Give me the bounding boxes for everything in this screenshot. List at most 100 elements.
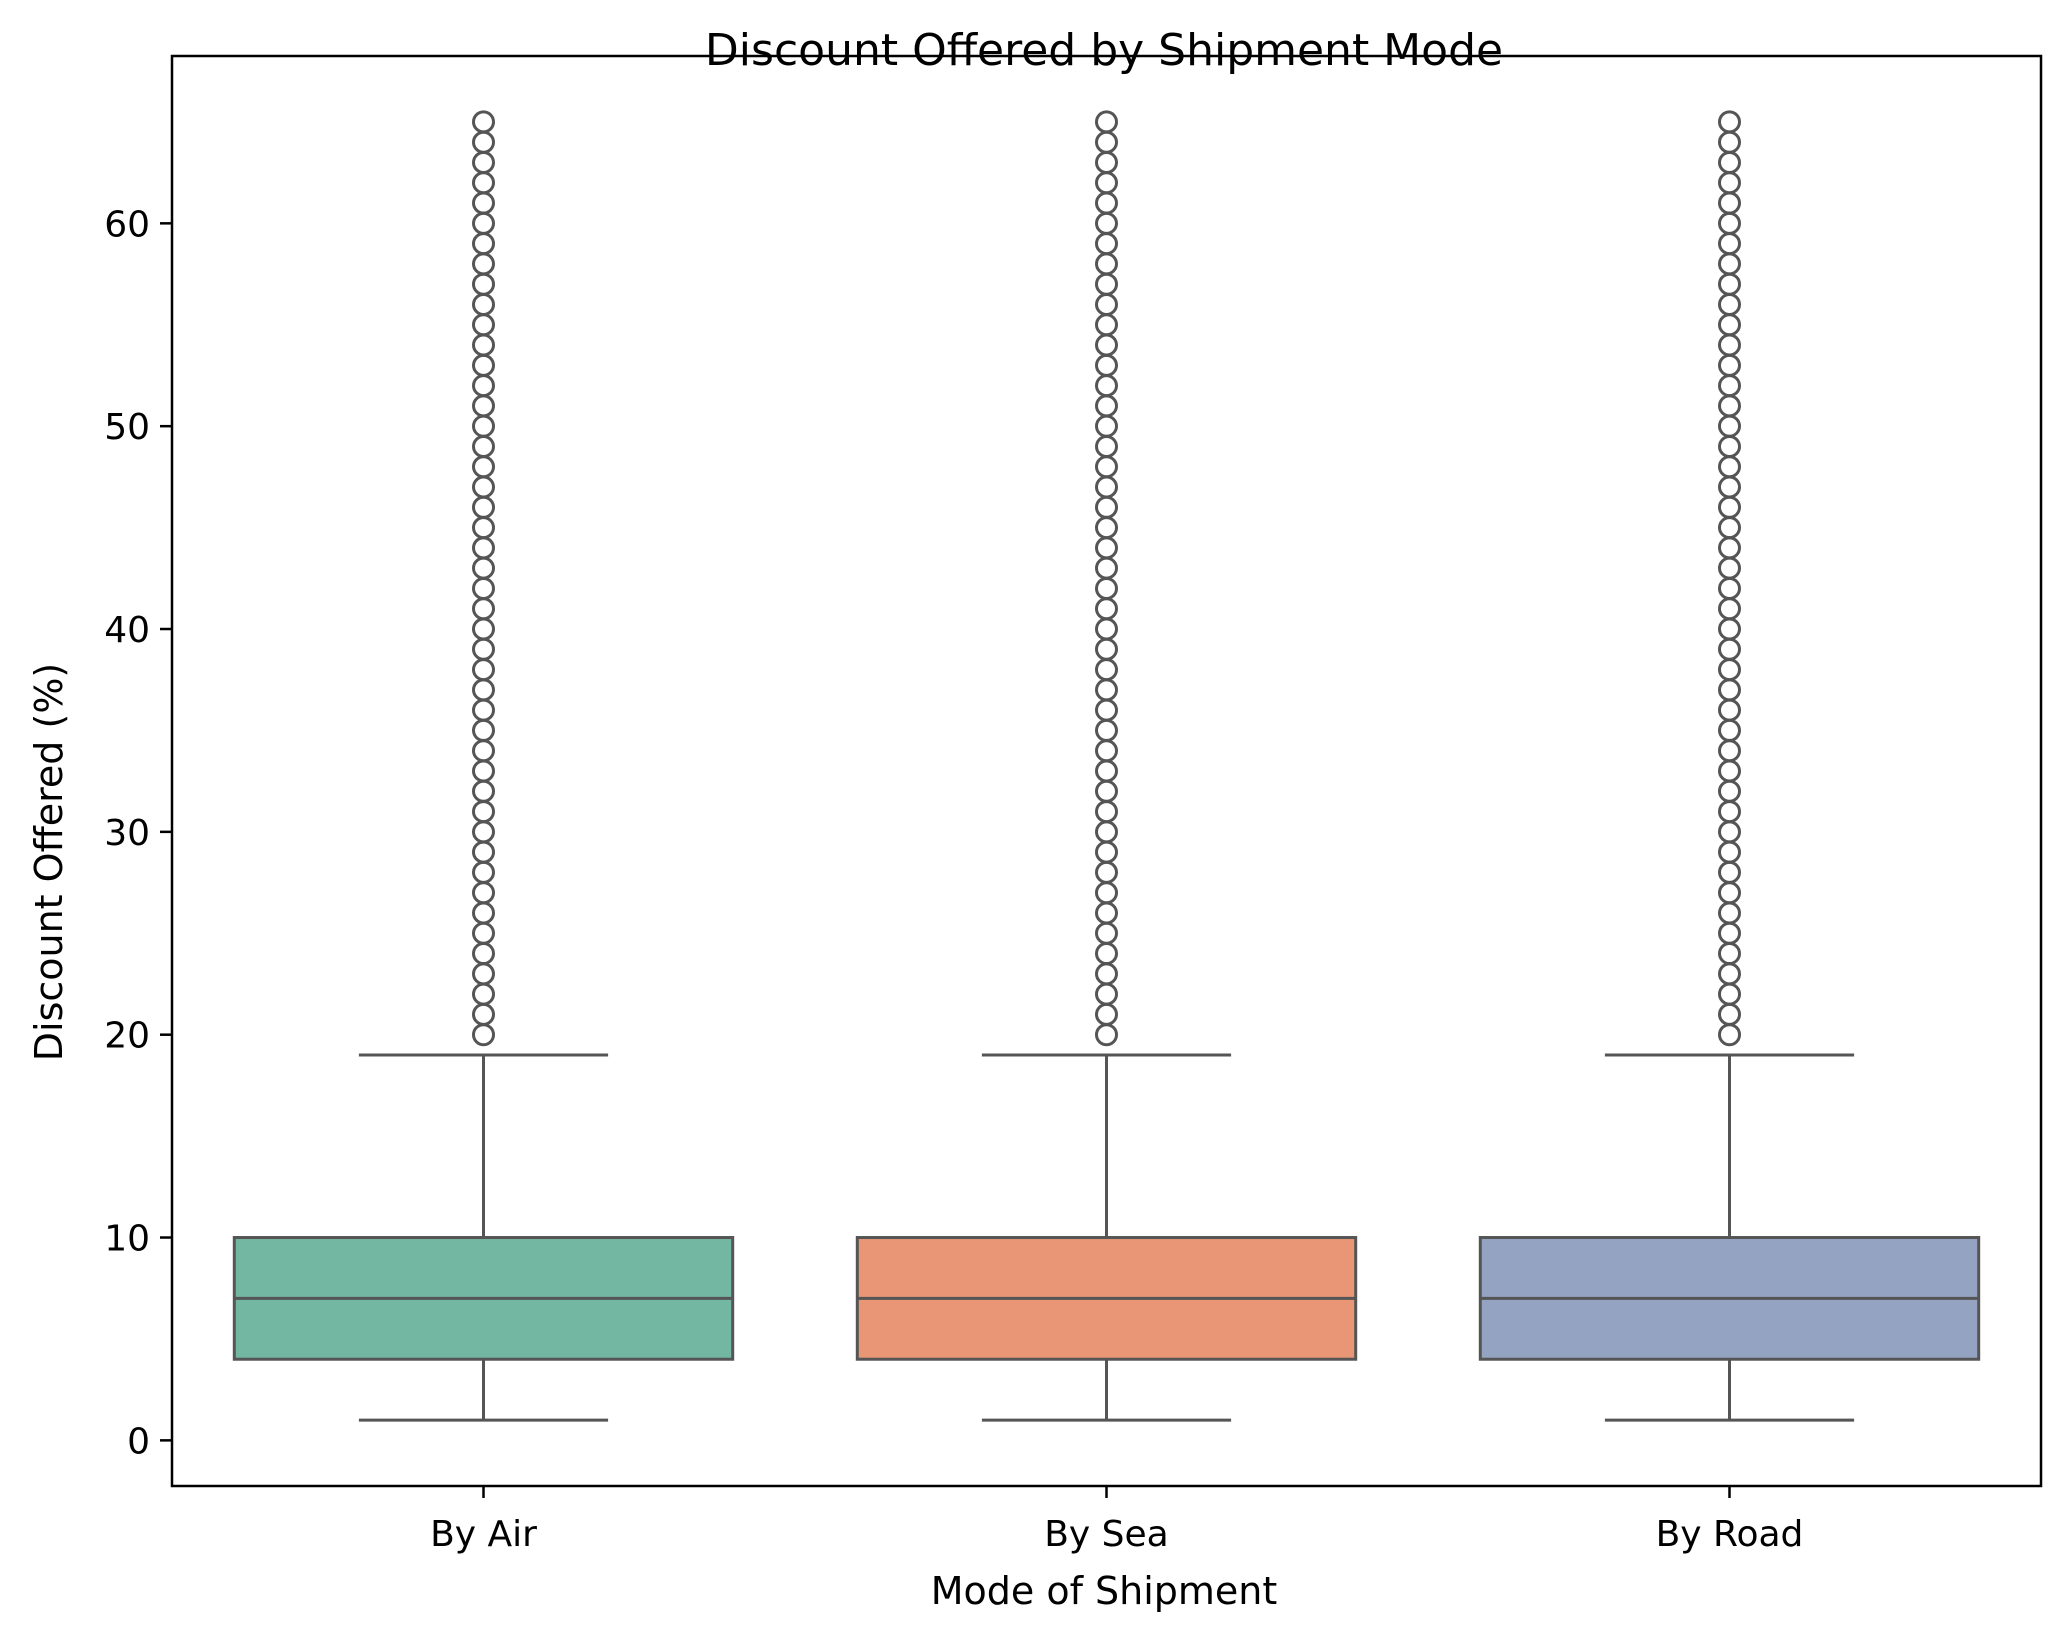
outlier-point (1718, 333, 1741, 357)
outlier-point (1095, 495, 1118, 519)
outlier-point (1718, 272, 1741, 296)
outlier-point (1095, 272, 1118, 296)
x-tick-label: By Air (430, 1514, 537, 1555)
outlier-point (1718, 962, 1741, 986)
outlier-point (472, 901, 495, 925)
outlier-point (1095, 455, 1118, 479)
outlier-point (1718, 881, 1741, 905)
outlier-point (472, 962, 495, 986)
y-tick-label: 10 (104, 1219, 150, 1260)
outlier-point (1095, 800, 1118, 824)
outlier-point (1095, 211, 1118, 235)
x-axis-label: Mode of Shipment (931, 1569, 1278, 1613)
outlier-point (1718, 982, 1741, 1006)
box-group-2 (1478, 110, 1981, 1422)
outlier-point (1718, 171, 1741, 195)
y-tick-label: 40 (104, 610, 150, 651)
outlier-point (1718, 495, 1741, 519)
outlier-point (1095, 232, 1118, 256)
outlier-point (1095, 759, 1118, 783)
outlier-point (472, 860, 495, 884)
outlier-point (1095, 414, 1118, 438)
y-axis-label: Discount Offered (%) (27, 663, 71, 1062)
y-tick-label: 20 (104, 1016, 150, 1057)
outlier-point (1718, 901, 1741, 925)
outlier-point (472, 739, 495, 763)
box-group-1 (855, 110, 1358, 1422)
outlier-point (1718, 698, 1741, 722)
outlier-point (1095, 313, 1118, 337)
outlier-point (1095, 252, 1118, 276)
outlier-point (472, 272, 495, 296)
y-tick-label: 60 (104, 204, 150, 245)
outlier-point (1095, 962, 1118, 986)
outlier-point (1718, 475, 1741, 499)
outlier-point (1095, 1023, 1118, 1047)
outlier-point (472, 678, 495, 702)
outlier-point (472, 1002, 495, 1026)
outlier-point (472, 921, 495, 945)
outlier-point (472, 475, 495, 499)
outlier-point (472, 211, 495, 235)
outlier-point (472, 434, 495, 458)
outlier-point (1095, 150, 1118, 174)
outlier-point (472, 313, 495, 337)
outlier-point (472, 800, 495, 824)
outlier-point (1718, 840, 1741, 864)
outlier-point (472, 232, 495, 256)
outlier-point (1718, 1023, 1741, 1047)
outlier-point (472, 292, 495, 316)
outlier-point (1095, 110, 1118, 134)
outlier-point (472, 455, 495, 479)
outlier-point (1095, 718, 1118, 742)
outlier-point (1095, 333, 1118, 357)
outlier-point (1718, 678, 1741, 702)
outlier-point (472, 597, 495, 621)
outlier-point (1718, 414, 1741, 438)
outlier-point (1095, 617, 1118, 641)
outlier-point (1718, 820, 1741, 844)
outlier-point (1718, 536, 1741, 560)
y-tick-label: 50 (104, 407, 150, 448)
outlier-point (1095, 374, 1118, 398)
outlier-point (472, 516, 495, 540)
outlier-point (1718, 718, 1741, 742)
outlier-point (1095, 597, 1118, 621)
outlier-point (472, 840, 495, 864)
outlier-point (1718, 313, 1741, 337)
outlier-point (1095, 881, 1118, 905)
outlier-point (472, 982, 495, 1006)
outlier-point (1718, 353, 1741, 377)
outlier-point (1095, 942, 1118, 966)
outlier-point (1718, 516, 1741, 540)
outlier-point (1095, 739, 1118, 763)
axes: 0 10 20 30 40 50 60 By Air By Sea By Road (104, 54, 2043, 1555)
outlier-point (1095, 698, 1118, 722)
outlier-point (1718, 576, 1741, 600)
outlier-point (1718, 150, 1741, 174)
outlier-point (1095, 130, 1118, 154)
outlier-point (1718, 617, 1741, 641)
outlier-point (472, 658, 495, 682)
outlier-point (1718, 292, 1741, 316)
outlier-point (1718, 191, 1741, 215)
outlier-point (1095, 982, 1118, 1006)
outlier-point (472, 333, 495, 357)
outlier-point (472, 353, 495, 377)
outlier-point (1095, 840, 1118, 864)
outlier-point (472, 779, 495, 803)
outlier-point (472, 637, 495, 661)
outlier-point (472, 617, 495, 641)
y-tick-label: 30 (104, 813, 150, 854)
x-tick-label: By Road (1656, 1514, 1804, 1555)
outlier-point (472, 820, 495, 844)
outlier-point (1718, 1002, 1741, 1026)
outlier-point (1718, 779, 1741, 803)
outlier-point (1718, 455, 1741, 479)
outlier-point (1095, 901, 1118, 925)
outlier-point (1095, 1002, 1118, 1026)
outlier-point (1095, 637, 1118, 661)
outlier-point (1718, 759, 1741, 783)
outlier-point (472, 718, 495, 742)
